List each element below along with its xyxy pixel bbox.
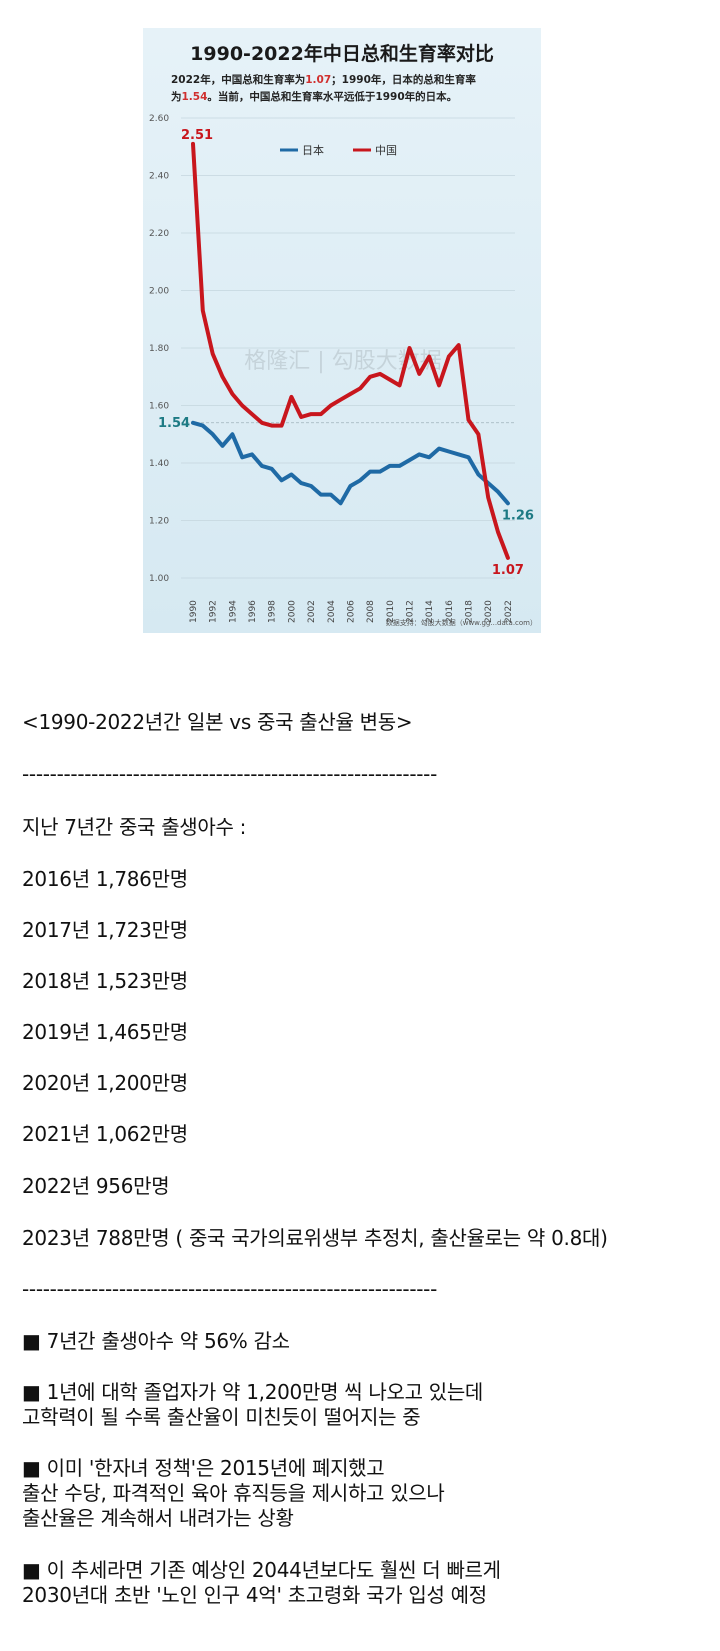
x-tick-label: 2014 xyxy=(425,600,435,623)
bullet-point-cont: 고학력이 될 수록 출산율이 미친듯이 떨어지는 중 xyxy=(22,1405,421,1429)
bullet-point: ■ 이 추세라면 기존 예상인 2044년보다도 훨씬 더 빠르게 xyxy=(22,1558,501,1582)
legend-label-china: 中国 xyxy=(375,144,397,157)
divider: ----------------------------------------… xyxy=(22,762,438,786)
x-tick-label: 2004 xyxy=(327,600,337,623)
y-tick-label: 1.00 xyxy=(149,574,169,584)
birth-row: 2016년 1,786만명 xyxy=(22,867,188,891)
legend: 日本 中国 xyxy=(280,143,397,157)
birth-row: 2020년 1,200만명 xyxy=(22,1071,188,1095)
x-tick-label: 2006 xyxy=(346,600,356,623)
bullet-point-cont: 2030년대 초반 '노인 인구 4억' 초고령화 국가 입성 예정 xyxy=(22,1583,487,1607)
china-end-label: 1.07 xyxy=(492,563,524,578)
birth-row: 2023년 788만명 ( 중국 국가의료위생부 추정치, 출산율로는 약 0.… xyxy=(22,1226,608,1250)
article-heading: <1990-2022년간 일본 vs 중국 출산율 변동> xyxy=(22,710,413,734)
x-tick-label: 1998 xyxy=(268,600,278,623)
series-line-japan xyxy=(191,420,510,506)
x-tick-label: 1992 xyxy=(209,600,219,623)
birth-row: 2017년 1,723만명 xyxy=(22,918,188,942)
x-tick-label: 2018 xyxy=(465,600,475,623)
y-tick-label: 1.60 xyxy=(149,402,169,412)
y-tick-label: 2.00 xyxy=(149,287,169,297)
fertility-rate-chart: 1990-2022年中日总和生育率对比 2022年，中国总和生育率为1.07；1… xyxy=(143,28,541,633)
birth-row: 2022년 956만명 xyxy=(22,1174,170,1198)
x-tick-labels: 1990 1992 1994 1996 1998 2000 2002 2004 2006 2008… xyxy=(189,600,514,623)
birth-row: 2018년 1,523만명 xyxy=(22,969,188,993)
series-lines xyxy=(191,141,510,560)
x-tick-label: 2016 xyxy=(445,600,455,623)
data-labels: 1.54 1.26 2.51 1.07 xyxy=(158,128,534,578)
divider: ----------------------------------------… xyxy=(22,1277,438,1301)
y-tick-labels: 1.00 1.20 1.40 1.60 1.80 2.00 2.20 2.40 2.60 xyxy=(149,114,169,584)
bullet-point: ■ 1년에 대학 졸업자가 약 1,200만명 씩 나오고 있는데 xyxy=(22,1380,484,1404)
x-tick-label: 2002 xyxy=(307,600,317,623)
x-tick-label: 2000 xyxy=(287,600,297,623)
y-tick-label: 2.20 xyxy=(149,229,169,239)
y-tick-label: 1.40 xyxy=(149,459,169,469)
births-intro: 지난 7년간 중국 출생아수 : xyxy=(22,815,247,839)
series-line-china xyxy=(191,141,510,560)
x-tick-label: 1990 xyxy=(189,600,199,623)
chart-subtitle-line2: 为1.54。当前，中国总和生育率水平远低于1990年的日本。 xyxy=(171,90,457,103)
chart-source: 数据支持：勾股大数据（www.gg...data.com） xyxy=(386,618,537,627)
x-tick-label: 1994 xyxy=(228,600,238,623)
legend-label-japan: 日本 xyxy=(302,143,324,157)
bullet-point-cont: 출산 수당, 파격적인 육아 휴직등을 제시하고 있으나 xyxy=(22,1481,445,1505)
gridlines xyxy=(181,117,515,579)
x-tick-label: 2020 xyxy=(484,600,494,623)
x-tick-label: 2010 xyxy=(386,600,396,623)
bullet-point: ■ 이미 '한자녀 정책'은 2015년에 폐지했고 xyxy=(22,1456,385,1480)
y-tick-label: 1.20 xyxy=(149,517,169,527)
x-tick-label: 2022 xyxy=(504,600,514,623)
y-tick-label: 2.60 xyxy=(149,114,169,124)
birth-row: 2019년 1,465만명 xyxy=(22,1020,188,1044)
bullet-point: ■ 7년간 출생아수 약 56% 감소 xyxy=(22,1329,290,1353)
x-tick-label: 2012 xyxy=(405,600,415,623)
chart-subtitle-line1: 2022年，中国总和生育率为1.07；1990年，日本的总和生育率 xyxy=(171,73,476,86)
chart-background xyxy=(143,28,541,633)
chart-title: 1990-2022年中日总和生育率对比 xyxy=(190,42,494,65)
bullet-point-cont: 출산율은 계속해서 내려가는 상황 xyxy=(22,1506,294,1530)
y-tick-label: 2.40 xyxy=(149,172,169,182)
japan-end-label: 1.26 xyxy=(502,508,534,523)
china-start-label: 2.51 xyxy=(181,128,213,143)
birth-row: 2021년 1,062만명 xyxy=(22,1122,188,1146)
japan-start-label: 1.54 xyxy=(158,416,190,431)
x-tick-label: 2008 xyxy=(366,600,376,623)
y-tick-label: 1.80 xyxy=(149,344,169,354)
x-tick-label: 1996 xyxy=(248,600,258,623)
